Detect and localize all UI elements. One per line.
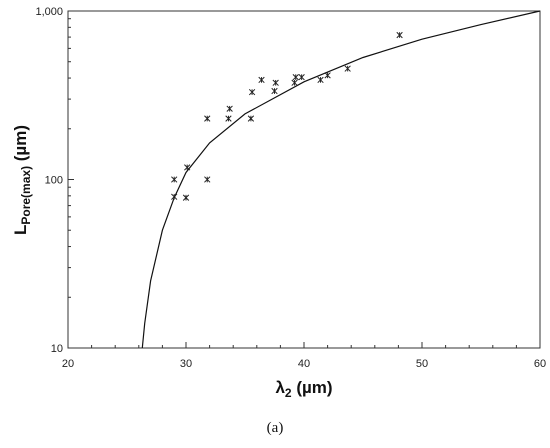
- data-point: [271, 87, 278, 95]
- x-tick-label: 50: [416, 358, 428, 370]
- data-point: [171, 176, 178, 183]
- tick-labels: 20 30 40 50 60 10 100 1,000: [35, 6, 546, 370]
- data-point: [291, 79, 298, 86]
- data-point: [204, 115, 211, 122]
- data-point: [317, 76, 324, 84]
- x-tick-label: 40: [298, 358, 310, 370]
- data-point: [272, 79, 279, 86]
- x-tick-label: 30: [180, 358, 192, 370]
- data-point: [226, 105, 233, 112]
- data-point: [248, 88, 256, 96]
- data-point: [344, 65, 351, 72]
- plot-frame: [67, 10, 541, 349]
- x-tick-label: 20: [62, 358, 74, 370]
- x-axis-title: λ2 (µm): [275, 378, 332, 400]
- y-axis-title: LPore(max) (µm): [11, 125, 33, 235]
- data-point: [171, 193, 178, 200]
- axes: [67, 10, 541, 349]
- data-point: [204, 176, 211, 183]
- data-point: [258, 76, 265, 84]
- data-point: [396, 31, 403, 39]
- x-tick-label: 60: [534, 358, 546, 370]
- data-point: [292, 73, 299, 81]
- data-points: [171, 31, 403, 201]
- y-tick-label: 10: [51, 343, 63, 355]
- data-point: [182, 194, 190, 201]
- figure-caption: (a): [266, 420, 284, 436]
- y-tick-label: 100: [45, 175, 63, 187]
- fit-curve: [141, 10, 541, 349]
- data-point: [225, 115, 232, 122]
- data-point: [298, 73, 305, 81]
- data-point: [324, 72, 331, 79]
- chart: 20 30 40 50 60 10 100 1,000 λ2 (µm) LPore(max) …: [11, 6, 546, 400]
- data-point: [184, 164, 191, 171]
- data-point: [247, 115, 255, 122]
- fit-line: [141, 10, 541, 349]
- y-tick-label: 1,000: [35, 6, 63, 18]
